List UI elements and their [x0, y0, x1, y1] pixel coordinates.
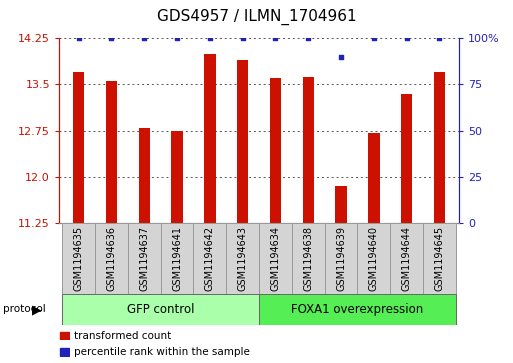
Bar	[193, 223, 226, 294]
Bar	[62, 223, 95, 294]
Bar	[73, 72, 85, 223]
Text: FOXA1 overexpression: FOXA1 overexpression	[291, 303, 424, 316]
Point	[239, 35, 247, 41]
Bar	[95, 223, 128, 294]
Bar	[270, 78, 281, 223]
Point	[403, 35, 411, 41]
Point	[271, 35, 280, 41]
Bar	[390, 223, 423, 294]
Text: GSM1194640: GSM1194640	[369, 226, 379, 291]
Point	[436, 35, 444, 41]
Bar	[128, 223, 161, 294]
Text: GSM1194645: GSM1194645	[435, 226, 444, 291]
Bar	[433, 72, 445, 223]
Text: GSM1194641: GSM1194641	[172, 226, 182, 291]
Bar	[62, 294, 259, 325]
Point	[140, 35, 148, 41]
Text: GSM1194634: GSM1194634	[270, 226, 281, 291]
Text: GSM1194637: GSM1194637	[139, 226, 149, 291]
Bar	[259, 294, 456, 325]
Text: ▶: ▶	[32, 303, 42, 316]
Bar	[401, 94, 412, 223]
Text: protocol: protocol	[3, 305, 45, 314]
Bar	[358, 223, 390, 294]
Point	[206, 35, 214, 41]
Text: GSM1194635: GSM1194635	[74, 226, 84, 291]
Text: percentile rank within the sample: percentile rank within the sample	[74, 347, 250, 357]
Bar	[303, 77, 314, 223]
Bar	[106, 81, 117, 223]
Bar	[368, 132, 380, 223]
Bar	[139, 127, 150, 223]
Bar	[325, 223, 358, 294]
Text: GSM1194644: GSM1194644	[402, 226, 411, 291]
Text: GSM1194639: GSM1194639	[336, 226, 346, 291]
Bar	[423, 223, 456, 294]
Bar	[292, 223, 325, 294]
Point	[370, 35, 378, 41]
Bar	[161, 223, 193, 294]
Text: GDS4957 / ILMN_1704961: GDS4957 / ILMN_1704961	[156, 9, 357, 25]
Text: GSM1194643: GSM1194643	[238, 226, 248, 291]
Text: GSM1194642: GSM1194642	[205, 226, 215, 291]
Bar	[204, 54, 215, 223]
Point	[337, 54, 345, 60]
Bar	[237, 60, 248, 223]
Bar	[226, 223, 259, 294]
Bar	[259, 223, 292, 294]
Text: transformed count: transformed count	[74, 331, 172, 341]
Text: GSM1194638: GSM1194638	[303, 226, 313, 291]
Bar	[171, 131, 183, 223]
Text: GSM1194636: GSM1194636	[107, 226, 116, 291]
Point	[304, 35, 312, 41]
Bar	[336, 186, 347, 223]
Text: GFP control: GFP control	[127, 303, 194, 316]
Bar	[60, 348, 69, 356]
Bar	[60, 332, 69, 339]
Point	[107, 35, 115, 41]
Point	[74, 35, 83, 41]
Point	[173, 35, 181, 41]
